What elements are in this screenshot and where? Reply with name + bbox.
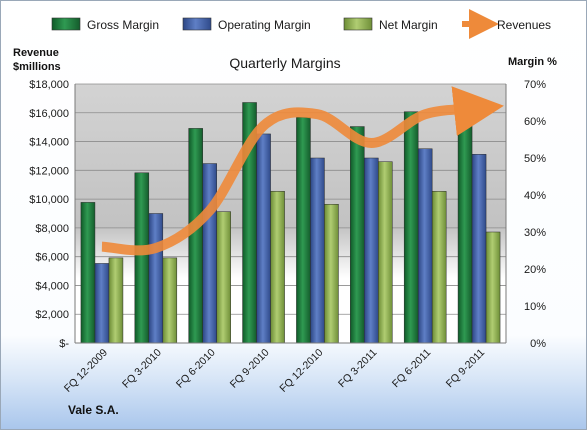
right-tick-label: 20%	[524, 264, 546, 276]
legend-swatch	[182, 17, 212, 31]
bar	[216, 211, 231, 344]
legend: Gross Margin Operating Margin Net Margin Re…	[51, 9, 551, 39]
legend-swatch	[343, 17, 373, 31]
left-tick-label: $12,000	[29, 165, 69, 177]
right-tick-label: 30%	[524, 227, 546, 239]
left-tick-label: $18,000	[29, 79, 69, 91]
legend-label: Net Margin	[379, 18, 438, 32]
bar	[108, 257, 124, 344]
bar	[188, 128, 203, 344]
company-label: Vale S.A.	[68, 403, 119, 417]
bar	[403, 111, 419, 344]
left-tick-label: $2,000	[35, 309, 69, 321]
bar	[378, 161, 393, 344]
bar	[350, 126, 365, 344]
left-tick-label: $16,000	[29, 108, 69, 120]
revenues-line	[101, 86, 504, 256]
bar	[134, 172, 150, 344]
bar	[162, 257, 178, 344]
left-tick-label: $6,000	[35, 252, 69, 264]
legend-label: Operating Margin	[218, 18, 311, 32]
bar	[485, 231, 501, 344]
chart-title: Quarterly Margins	[229, 55, 340, 71]
bar	[324, 204, 339, 344]
right-tick-label: 40%	[524, 190, 546, 202]
bar	[202, 163, 217, 344]
right-tick-label: 70%	[524, 79, 546, 91]
left-tick-label: $10,000	[29, 194, 69, 206]
left-tick-label: $-	[59, 338, 69, 350]
bar	[80, 202, 96, 344]
revenue-line	[101, 86, 504, 256]
legend-swatch	[51, 17, 81, 31]
bar	[431, 191, 447, 344]
bar	[417, 148, 433, 344]
right-tick-label: 0%	[530, 338, 546, 350]
left-tick-label: $8,000	[35, 223, 69, 235]
right-tick-label: 10%	[524, 301, 546, 313]
left-tick-label: $4,000	[35, 280, 69, 292]
left-tick-label: $14,000	[29, 137, 69, 149]
right-tick-label: 60%	[524, 116, 546, 128]
bar	[256, 133, 271, 344]
bar	[270, 191, 285, 344]
bar	[457, 115, 473, 344]
right-tick-label: 50%	[524, 153, 546, 165]
legend-label: Revenues	[497, 18, 551, 32]
bar	[364, 157, 379, 344]
legend-label: Gross Margin	[87, 18, 159, 32]
left-axis-title-line1: Revenue	[13, 47, 59, 59]
bar	[310, 157, 325, 344]
bar	[94, 263, 110, 344]
right-axis-title: Margin %	[508, 56, 557, 68]
bar	[296, 117, 311, 344]
bar	[471, 154, 487, 344]
left-axis-title-line2: $millions	[13, 61, 61, 73]
bar	[148, 213, 164, 344]
